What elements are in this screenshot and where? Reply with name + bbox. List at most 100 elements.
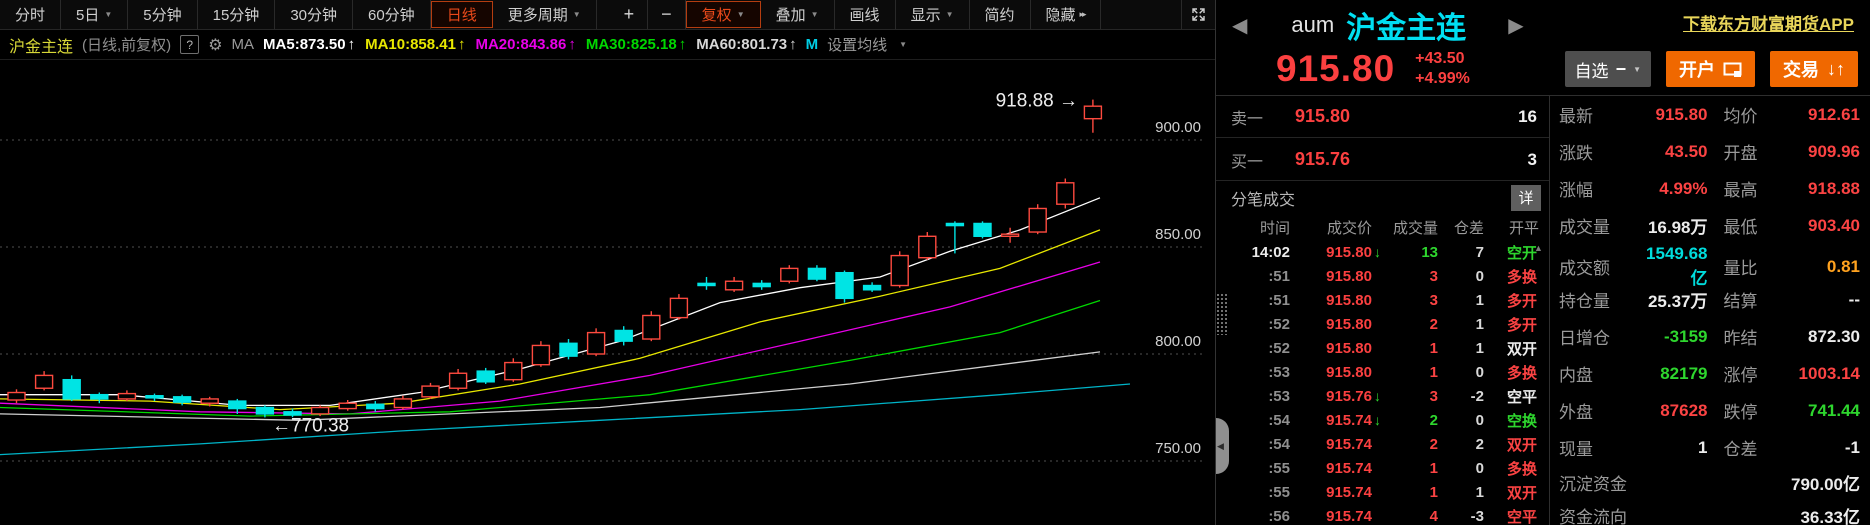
panel-drag-handle[interactable]: [1216, 293, 1229, 335]
ma-value-1: MA5:873.50 ↑: [263, 36, 355, 53]
help-icon[interactable]: ?: [180, 35, 200, 54]
stat-label: 开盘: [1723, 144, 1758, 163]
trade-open-close: 双开: [1506, 436, 1537, 454]
price-annotation: ←770.38: [272, 415, 349, 436]
scroll-up-icon[interactable]: ▲: [1534, 243, 1543, 253]
candlestick-chart[interactable]: 900.00 850.00 800.00 750.00 918.88 → ←770.38: [0, 60, 1215, 525]
trades-title: 分笔成交: [1231, 191, 1296, 209]
open-account-label: 开户: [1679, 60, 1715, 80]
stat-label: 涨跌: [1559, 144, 1593, 163]
candle-body: [862, 284, 882, 291]
period-tab-5[interactable]: 60分钟: [353, 0, 431, 29]
display-button[interactable]: 显示 ▼: [896, 0, 970, 29]
prev-contract-arrow[interactable]: ◀: [1232, 14, 1248, 37]
trade-time: :51: [1268, 291, 1290, 309]
candle-body: [531, 344, 551, 366]
candle-body: [117, 392, 137, 400]
ask-row: 卖一 915.80 16: [1216, 96, 1549, 138]
stats-row: 涨跌 43.50 开盘 909.96: [1559, 133, 1860, 170]
stat-label: 最低: [1723, 218, 1758, 237]
trade-position-delta: 1: [1475, 291, 1484, 309]
period-tab-0[interactable]: 分时: [0, 0, 62, 29]
trade-row: :55 915.74 1 0 多换: [1216, 456, 1549, 480]
chart-subtoolbar: 沪金主连 (日线,前复权) ? ⚙ MA MA5:873.50 ↑ MA10:858…: [0, 30, 1215, 60]
ma-more-label: M: [805, 36, 819, 53]
stats-wide-row: 资金流向 36.33亿: [1559, 499, 1860, 525]
candle-body: [835, 271, 854, 300]
candle-body: [724, 280, 744, 291]
period-tab-6[interactable]: 日线: [430, 1, 493, 28]
chevron-down-icon: ▼: [810, 10, 819, 19]
overlay-button[interactable]: 叠加 ▼: [761, 0, 835, 29]
open-account-button[interactable]: 开户: [1666, 51, 1755, 87]
stat-value: 918.88: [1808, 178, 1860, 198]
last-price: 915.80: [1276, 48, 1396, 89]
watchlist-button[interactable]: 自选 − ▼: [1564, 51, 1651, 87]
candle-body: [1083, 105, 1103, 120]
ma-value-5: MA60:801.73 ↑: [696, 36, 796, 53]
stat-label: 涨幅: [1559, 181, 1593, 200]
price-row: 915.80 +43.50 +4.99% 自选 − ▼ 开户 交易 ↓↑: [1216, 45, 1870, 93]
ma-settings-link[interactable]: 设置均线: [827, 37, 888, 54]
zoom-out-button[interactable]: −: [648, 0, 686, 29]
trade-arrows-icon: ↓↑: [1827, 58, 1845, 79]
period-tab-label: 更多周期: [507, 7, 568, 24]
stat-value: 4.99%: [1659, 178, 1708, 198]
collapse-panel-handle[interactable]: ◀: [1216, 418, 1229, 474]
stat-value: 1549.68亿: [1646, 244, 1708, 288]
ask-volume: 16: [1518, 106, 1537, 126]
period-tab-label: 日线: [446, 7, 477, 24]
fullscreen-button[interactable]: [1181, 0, 1215, 29]
candle-body: [228, 400, 247, 410]
candle-body: [752, 282, 771, 288]
candle-body: [807, 267, 827, 280]
zoom-in-button[interactable]: +: [611, 0, 649, 29]
trade-price: 915.74: [1326, 459, 1372, 477]
tool-label: 隐藏: [1045, 7, 1076, 24]
tool-label: −: [661, 4, 672, 24]
stat-label: 最新: [1559, 107, 1593, 126]
download-app-link[interactable]: 下载东方财富期货APP: [1683, 15, 1854, 34]
stat-label: 最高: [1723, 181, 1758, 200]
trade-row: :52 915.80 1 1 双开: [1216, 336, 1549, 360]
stats-row: 外盘 87628 跌停 741.44: [1559, 392, 1860, 429]
trades-col-header: 成交量: [1392, 219, 1438, 237]
bid-price: 915.76: [1295, 149, 1351, 169]
candle-body: [586, 331, 606, 355]
period-tab-2[interactable]: 5分钟: [128, 0, 198, 29]
period-tab-1[interactable]: 5日 ▼: [61, 0, 129, 29]
trades-col-header: 成交价: [1326, 219, 1372, 237]
trade-position-delta: 1: [1475, 315, 1484, 333]
candle-body: [421, 385, 440, 398]
up-arrow-icon: ↑: [789, 36, 797, 53]
next-contract-arrow[interactable]: ▶: [1508, 14, 1524, 37]
stat-value: 903.40: [1808, 215, 1860, 235]
period-tab-7[interactable]: 更多周期 ▼: [493, 0, 597, 29]
candle-body: [890, 254, 909, 287]
draw-line-button[interactable]: 画线: [835, 0, 896, 29]
trade-row: :51 915.80 3 0 多换: [1216, 264, 1549, 288]
period-tab-4[interactable]: 30分钟: [275, 0, 353, 29]
simple-mode-button[interactable]: 简约: [970, 0, 1031, 29]
candle-body: [780, 267, 799, 282]
period-tab-3[interactable]: 15分钟: [198, 0, 276, 29]
down-arrow-icon: ↓: [1374, 244, 1381, 260]
trade-button[interactable]: 交易 ↓↑: [1770, 51, 1858, 87]
ma-line-MA-long: [0, 383, 1131, 456]
period-tab-label: 5分钟: [143, 7, 182, 24]
stat-value: -1: [1844, 437, 1860, 457]
candle-body: [62, 378, 81, 400]
trade-time: :52: [1268, 315, 1290, 333]
stat-label: 内盘: [1559, 366, 1593, 385]
trades-detail-button[interactable]: 详: [1511, 184, 1541, 211]
adjust-mode-button[interactable]: 复权 ▼: [685, 1, 761, 28]
trade-volume: 3: [1429, 267, 1438, 285]
hide-panel-button[interactable]: 隐藏 ▸▸: [1031, 0, 1101, 29]
trade-position-delta: 0: [1475, 411, 1484, 429]
trade-row: :54 915.74 2 2 双开: [1216, 432, 1549, 456]
gear-icon[interactable]: ⚙: [208, 36, 223, 54]
stat-value: 87628: [1660, 400, 1708, 420]
stat-label: 持仓量: [1559, 292, 1610, 311]
chart-toolbar: 分时 5日 ▼ 5分钟 15分钟 30分钟 60分钟 日线 更多周期 ▼ + − 复权 ▼ 叠加 ▼ 画线 显示 ▼…: [0, 0, 1215, 30]
ma-line-MA10: [0, 229, 1101, 411]
